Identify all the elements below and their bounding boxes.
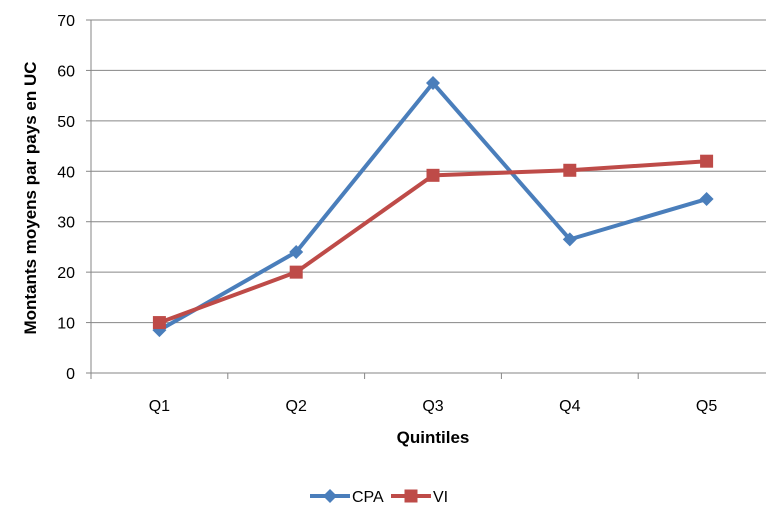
gridlines <box>91 19 766 324</box>
y-axis-title: Montants moyens par pays en UC <box>21 61 40 334</box>
x-axis: Q1 Q2 Q3 Q4 Q5 <box>90 372 766 415</box>
y-tick-label: 60 <box>57 63 75 80</box>
data-point <box>563 163 577 177</box>
legend-label: CPA <box>352 489 384 506</box>
data-point <box>562 232 577 247</box>
series-cpa <box>152 76 714 338</box>
legend-marker <box>404 489 418 503</box>
series-vi <box>152 154 714 330</box>
y-tick-label: 50 <box>57 114 75 131</box>
y-axis-ticks: 0 10 20 30 40 50 60 70 <box>57 13 92 383</box>
data-point <box>426 168 440 182</box>
legend: CPA VI <box>310 489 448 506</box>
series-group <box>152 76 714 338</box>
data-point <box>700 154 714 168</box>
legend-item-vi: VI <box>391 489 448 506</box>
data-point <box>152 316 166 330</box>
x-axis-title: Quintiles <box>397 428 470 447</box>
legend-item-cpa: CPA <box>310 489 384 506</box>
y-tick-label: 40 <box>57 164 75 181</box>
y-tick-label: 30 <box>57 215 75 232</box>
data-point <box>426 76 440 91</box>
y-tick-label: 10 <box>57 316 75 333</box>
x-tick-label: Q1 <box>149 398 170 415</box>
y-tick-label: 70 <box>57 13 75 30</box>
data-point <box>289 265 303 279</box>
y-tick-label: 0 <box>66 366 75 383</box>
x-tick-label: Q5 <box>696 398 717 415</box>
data-point <box>289 244 304 259</box>
data-point <box>699 192 714 207</box>
legend-label: VI <box>433 489 448 506</box>
x-tick-label: Q4 <box>559 398 580 415</box>
x-tick-label: Q3 <box>422 398 443 415</box>
legend-marker <box>323 489 337 503</box>
y-tick-label: 20 <box>57 265 75 282</box>
x-tick-label: Q2 <box>286 398 307 415</box>
series-line <box>158 159 707 325</box>
